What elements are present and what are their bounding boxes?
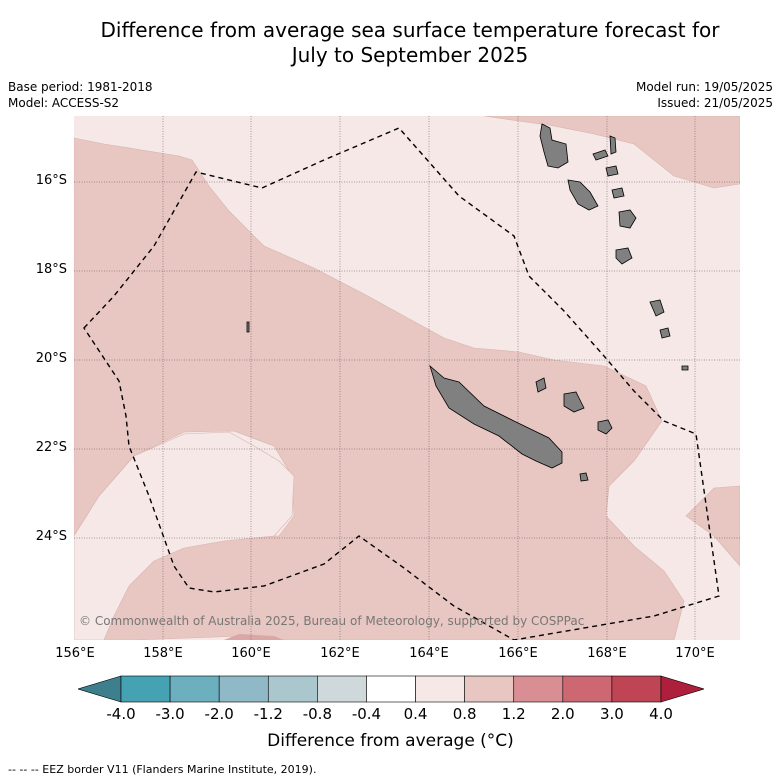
isle-of-pines xyxy=(579,472,589,482)
graticule xyxy=(74,116,740,640)
lon-label-160e: 160°E xyxy=(231,646,271,661)
lat-label-20s: 20°S xyxy=(35,351,67,366)
colorbar-bin xyxy=(513,675,564,703)
vanuatu-ambrym xyxy=(605,165,619,177)
lon-label-168e: 168°E xyxy=(587,646,627,661)
lon-label-164e: 164°E xyxy=(409,646,449,661)
lon-label-158e: 158°E xyxy=(143,646,183,661)
colorbar-tick-label: -1.2 xyxy=(253,705,283,723)
title-line-1: Difference from average sea surface temp… xyxy=(100,18,720,42)
sst-anomaly-map: © Commonwealth of Australia 2025, Bureau… xyxy=(74,116,740,640)
colorbar-bin xyxy=(464,675,515,703)
colorbar-bin xyxy=(562,675,613,703)
anomaly-patch-lower-left xyxy=(74,431,295,640)
lon-label-162e: 162°E xyxy=(320,646,360,661)
lon-label-166e: 166°E xyxy=(498,646,538,661)
colorbar-extend-high xyxy=(660,675,706,703)
copyright-notice: © Commonwealth of Australia 2025, Bureau… xyxy=(79,614,585,628)
colorbar-bin xyxy=(169,675,220,703)
colorbar-tick-label: 2.0 xyxy=(550,705,575,723)
colorbar-bin xyxy=(366,675,416,703)
lon-label-170e: 170°E xyxy=(675,646,715,661)
loyalty-island-mare xyxy=(597,419,613,435)
model-name: Model: ACCESS-S2 xyxy=(8,96,120,110)
anomaly-patch-right-edge xyxy=(685,485,740,567)
vanuatu-pentecost xyxy=(609,135,617,155)
colorbar-svg xyxy=(76,675,706,703)
map-title: Difference from average sea surface temp… xyxy=(40,18,780,68)
lon-label-156e: 156°E xyxy=(55,646,95,661)
colorbar-tick-label: 3.0 xyxy=(599,705,624,723)
vanuatu-ambae xyxy=(592,149,609,161)
lat-label-16s: 16°S xyxy=(35,173,67,188)
chesterfield-islands xyxy=(246,321,250,333)
loyalty-island-ouvea xyxy=(535,377,547,393)
base-period: Base period: 1981-2018 xyxy=(8,80,153,94)
issued-date: Issued: 21/05/2025 xyxy=(657,96,773,110)
matthew-island xyxy=(681,365,689,371)
colorbar-tick-label: 0.8 xyxy=(452,705,477,723)
colorbar xyxy=(76,674,706,704)
colorbar-bin xyxy=(218,675,269,703)
eez-border xyxy=(83,127,720,640)
colorbar-tick-label: -0.4 xyxy=(351,705,382,723)
anomaly-patch-bottom xyxy=(224,634,284,640)
vanuatu-efate xyxy=(618,209,637,229)
title-line-2: July to September 2025 xyxy=(291,43,529,67)
colorbar-tick-label: -3.0 xyxy=(155,705,185,723)
meta-left: Base period: 1981-2018 Model: ACCESS-S2 xyxy=(8,79,153,111)
meta-right: Model run: 19/05/2025 Issued: 21/05/2025 xyxy=(636,79,773,111)
vanuatu-tanna xyxy=(649,299,665,317)
colorbar-extend-low xyxy=(76,675,122,703)
colorbar-tick-label: 1.2 xyxy=(501,705,526,723)
colorbar-bin xyxy=(317,675,367,703)
map-svg xyxy=(74,116,740,640)
vanuatu-erromango xyxy=(615,247,633,265)
vanuatu-epi xyxy=(611,187,625,199)
lat-label-18s: 18°S xyxy=(35,262,67,277)
vanuatu-espiritu-santo xyxy=(539,123,569,169)
colorbar-tick-label: -4.0 xyxy=(106,705,136,723)
colorbar-bin xyxy=(415,675,465,703)
anomaly-patch-upper-right xyxy=(483,116,740,189)
colorbar-tick-label: -2.0 xyxy=(204,705,234,723)
lat-label-24s: 24°S xyxy=(35,529,67,544)
vanuatu-aneityum xyxy=(659,327,671,339)
model-run: Model run: 19/05/2025 xyxy=(635,80,773,94)
lat-label-22s: 22°S xyxy=(35,440,67,455)
colorbar-bin xyxy=(120,675,171,703)
eez-footnote: -- -- -- EEZ border V11 (Flanders Marine… xyxy=(8,763,317,776)
colorbar-tick-label: -0.8 xyxy=(302,705,332,723)
colorbar-title: Difference from average (°C) xyxy=(267,731,514,751)
colorbar-bin xyxy=(611,675,662,703)
vanuatu-malekula xyxy=(567,179,599,211)
new-caledonia-island xyxy=(429,364,563,469)
colorbar-tick-label: 0.4 xyxy=(403,705,428,723)
loyalty-island-lifou xyxy=(563,391,585,413)
colorbar-tick-label: 4.0 xyxy=(649,705,673,723)
colorbar-bin xyxy=(267,675,318,703)
